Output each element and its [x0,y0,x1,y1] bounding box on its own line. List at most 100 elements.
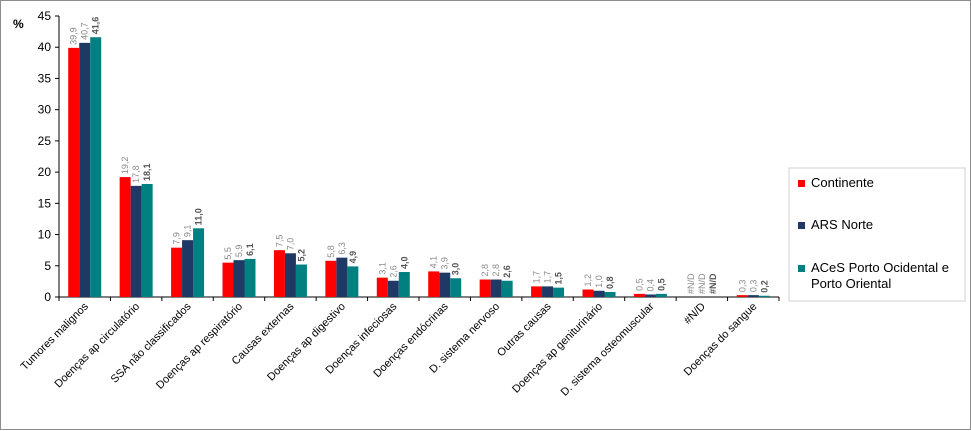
data-label: 40,7 [80,22,90,40]
bar [428,271,440,297]
bar [747,295,759,297]
category-label: D. sistema osteomuscular [559,300,657,398]
bar [479,279,491,297]
data-label: 4,9 [348,251,358,264]
legend: Continente ARS Norte ACeS Porto Ocidental … [788,167,966,302]
bar [531,286,543,297]
legend-label: ACeS Porto Ocidental e [811,260,949,275]
y-tick-label: 0 [44,290,51,304]
data-label: 7,0 [285,238,295,251]
bar [119,177,131,297]
bar [182,240,194,297]
y-tick-label: 20 [38,165,52,179]
category-label: #N/D [682,301,708,327]
bar [222,262,234,297]
category-label: Doenças ap respiratório [154,301,245,392]
bar [130,185,142,297]
data-label: 2,8 [480,264,490,277]
y-tick-label: 15 [38,196,52,210]
bar [233,260,245,297]
y-tick-label: 40 [38,40,52,54]
data-label: 2,6 [388,265,398,278]
bar [336,257,348,297]
bar [295,264,307,297]
legend-label: Continente [811,175,874,190]
data-label: 4,1 [429,256,439,269]
data-label: 39,9 [69,27,79,45]
data-label: 1,2 [583,274,593,287]
y-tick-label: 10 [38,228,52,242]
bar [593,290,605,297]
data-label: 6,1 [245,243,255,256]
data-label: 0,8 [605,276,615,289]
bar [582,289,594,297]
data-label: 5,2 [296,249,306,262]
data-label: 7,5 [274,235,284,248]
bar [644,294,656,297]
y-tick-label: 30 [38,103,52,117]
category-label: Doenças ap circulatório [52,301,142,391]
y-tick-label: 45 [38,9,52,23]
data-label: 0,5 [634,278,644,291]
bar [501,280,513,297]
bar [490,279,502,297]
bar [542,286,554,297]
bar [325,260,337,297]
bar [90,37,102,297]
data-labels: 39,9 40,7 41,6 19,2 17,8 18,1 7,99,111,0 5,5 5,9… [69,17,770,294]
bar [439,272,451,297]
bar [736,295,748,297]
bar [193,228,205,297]
y-axis-unit-label: % [13,17,24,31]
data-label: 19,2 [120,157,130,175]
legend-swatch [798,265,805,272]
x-axis [58,296,780,301]
data-label: 3,9 [440,257,450,270]
data-label: 0,4 [645,279,655,292]
y-tick-label: 35 [38,71,52,85]
bar [633,293,645,297]
data-label: 5,9 [234,245,244,258]
data-label: 1,0 [594,275,604,288]
data-label: 0,3 [748,280,758,293]
bar [376,277,388,297]
data-label: #N/D [697,273,707,294]
y-tick-label: 25 [38,134,52,148]
data-label: #N/D [686,273,696,294]
bar [68,47,80,298]
legend-box [788,167,966,302]
data-label: 17,8 [131,165,141,183]
data-label: 2,8 [491,264,501,277]
bar [273,250,285,297]
data-label: #N/D [708,273,718,294]
data-label: 0,5 [656,278,666,291]
data-label: 6,3 [337,242,347,255]
data-label: 1,7 [543,271,553,284]
bars [68,37,770,298]
data-label: 1,5 [554,272,564,285]
data-label: 1,7 [532,271,542,284]
data-label: 2,6 [502,265,512,278]
data-label: 18,1 [142,163,152,181]
bar [284,253,296,297]
data-label: 3,1 [377,262,387,275]
data-label: 5,5 [223,247,233,260]
bar [347,266,359,297]
legend-label: Porto Oriental [811,276,891,291]
category-label: Outras causas [495,300,554,359]
data-label: 4,0 [399,257,409,270]
bar [141,183,153,297]
bar [553,287,565,297]
legend-label: ARS Norte [811,217,873,232]
bar [244,258,256,297]
data-label: 7,9 [172,232,182,245]
bar [387,280,399,297]
data-label: 9,1 [183,225,193,238]
bar [79,42,91,298]
y-tick-label: 5 [44,259,51,273]
y-axis: 0 5 10 15 20 25 30 35 40 45 [38,9,60,304]
data-label: 41,6 [91,17,101,35]
bar [398,272,410,297]
